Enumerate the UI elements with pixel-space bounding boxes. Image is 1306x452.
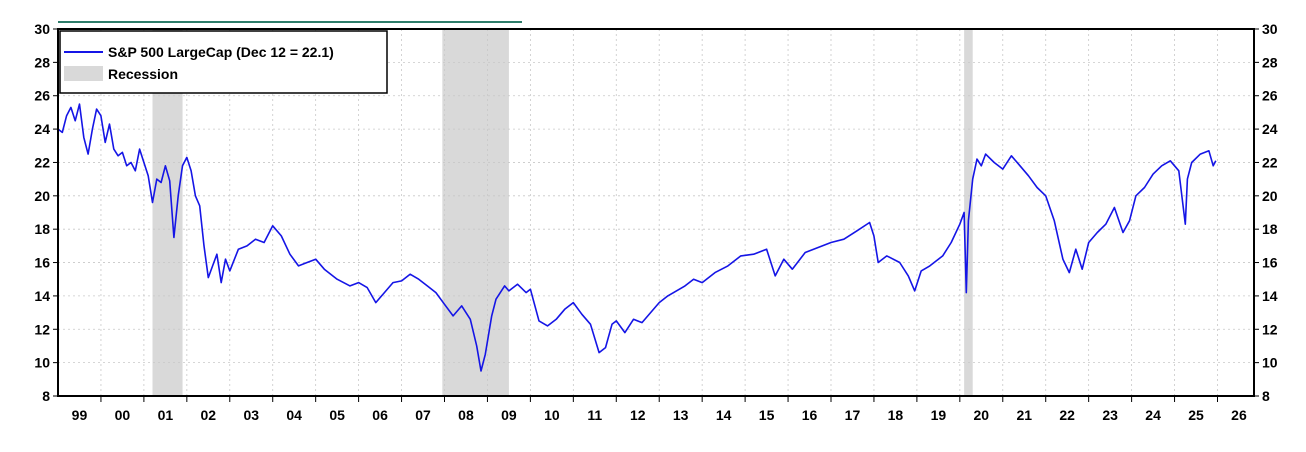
y-tick-label-left: 18 (34, 221, 50, 237)
y-tick-label-right: 12 (1262, 321, 1278, 337)
y-axis-left: 8 10 12 14 16 18 20 22 24 26 28 30 (34, 21, 58, 404)
y-tick-label-left: 20 (34, 188, 50, 204)
x-tick-label: 03 (243, 407, 259, 423)
y-tick-label-left: 12 (34, 321, 50, 337)
x-tick-label: 04 (286, 407, 302, 423)
y-tick-label-left: 26 (34, 88, 50, 104)
x-tick-label: 06 (372, 407, 388, 423)
x-tick-label: 24 (1145, 407, 1161, 423)
y-tick-label-right: 14 (1262, 288, 1278, 304)
x-tick-label: 16 (802, 407, 818, 423)
recession-band (442, 29, 509, 396)
y-tick-label-left: 30 (34, 21, 50, 37)
y-tick-label-right: 20 (1262, 188, 1278, 204)
x-tick-label: 17 (845, 407, 861, 423)
x-tick-label: 01 (158, 407, 174, 423)
y-tick-label-left: 28 (34, 54, 50, 70)
series-line-sp500 (57, 103, 1217, 372)
y-tick-label-left: 16 (34, 255, 50, 271)
x-axis: 99 00 01 02 03 04 05 06 07 08 09 10 11 12 13 14 15 16 17 18… (72, 396, 1247, 423)
y-tick-label-right: 24 (1262, 121, 1278, 137)
x-tick-label: 23 (1102, 407, 1118, 423)
x-tick-label: 11 (587, 407, 602, 423)
x-tick-label: 02 (201, 407, 217, 423)
x-tick-label: 99 (72, 407, 88, 423)
y-tick-label-right: 30 (1262, 21, 1278, 37)
x-tick-label: 22 (1059, 407, 1075, 423)
y-axis-right: 8 10 12 14 16 18 20 22 24 26 28 30 (1254, 21, 1278, 404)
x-tick-label: 19 (931, 407, 947, 423)
x-tick-label: 12 (630, 407, 646, 423)
y-tick-label-left: 8 (42, 388, 50, 404)
legend: S&P 500 LargeCap (Dec 12 = 22.1) Recessi… (59, 30, 388, 94)
x-tick-label: 00 (115, 407, 131, 423)
recession-band (964, 29, 973, 396)
x-tick-label: 07 (415, 407, 431, 423)
legend-recession-swatch (64, 66, 103, 81)
y-tick-label-right: 16 (1262, 255, 1278, 271)
y-tick-label-left: 14 (34, 288, 50, 304)
y-tick-label-right: 18 (1262, 221, 1278, 237)
x-tick-label: 14 (716, 407, 732, 423)
legend-series-label: S&P 500 LargeCap (Dec 12 = 22.1) (108, 44, 334, 60)
y-tick-label-left: 22 (34, 154, 50, 170)
y-tick-label-right: 28 (1262, 54, 1278, 70)
x-tick-label: 26 (1231, 407, 1247, 423)
plot-frame (57, 28, 1255, 397)
y-tick-label-right: 26 (1262, 88, 1278, 104)
x-tick-label: 20 (974, 407, 990, 423)
x-tick-label: 15 (759, 407, 775, 423)
x-tick-label: 09 (501, 407, 517, 423)
legend-recession-label: Recession (108, 66, 178, 82)
y-tick-label-left: 24 (34, 121, 50, 137)
x-tick-label: 10 (544, 407, 560, 423)
y-tick-label-right: 10 (1262, 355, 1278, 371)
y-tick-label-right: 8 (1262, 388, 1270, 404)
y-tick-label-right: 22 (1262, 154, 1278, 170)
x-tick-label: 08 (458, 407, 474, 423)
x-tick-label: 13 (673, 407, 689, 423)
x-tick-label: 05 (329, 407, 345, 423)
x-tick-label: 18 (888, 407, 904, 423)
x-tick-label: 25 (1188, 407, 1204, 423)
y-tick-label-left: 10 (34, 355, 50, 371)
x-tick-label: 21 (1016, 407, 1032, 423)
